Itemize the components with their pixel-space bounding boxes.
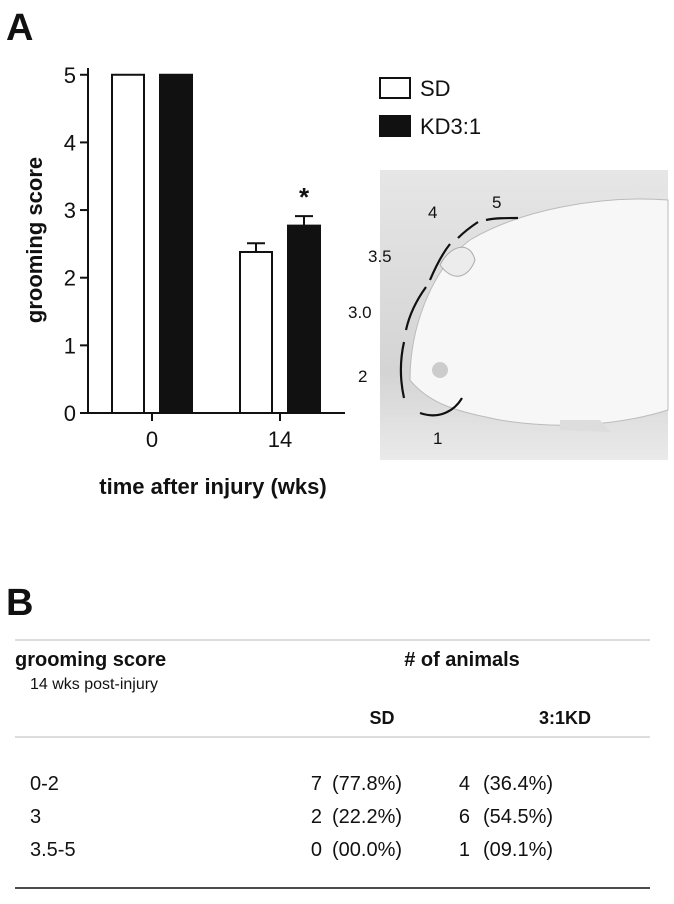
legend-swatch — [379, 115, 411, 137]
table-cell: 7 — [311, 773, 322, 795]
table-cell: 4 — [459, 773, 470, 795]
photo-label: 1 — [433, 429, 442, 448]
table-cell: 3.5-5 — [30, 839, 76, 861]
legend-label: KD3:1 — [420, 114, 481, 139]
x-tick-label: 0 — [146, 427, 158, 452]
bar — [111, 73, 145, 414]
bar — [159, 73, 193, 414]
bar-chart: 0 1 2 3 4 5 grooming score time after injury (w… — [22, 63, 481, 499]
y-tick-label: 4 — [64, 130, 76, 155]
table-header: grooming score — [15, 649, 166, 671]
table-cell: (54.5%) — [483, 806, 553, 828]
photo-label: 3.5 — [368, 247, 392, 266]
panel-label: B — [6, 582, 33, 624]
y-axis-label: grooming score — [22, 157, 47, 323]
x-tick-label: 14 — [268, 427, 292, 452]
panel-label: A — [6, 7, 33, 49]
table-cell: (22.2%) — [332, 806, 402, 828]
bar — [239, 251, 273, 414]
legend-swatch — [379, 77, 411, 99]
photo-label: 3.0 — [348, 303, 372, 322]
y-tick-label: 1 — [64, 333, 76, 358]
bar — [287, 224, 321, 414]
table-group-header: # of animals — [404, 649, 520, 671]
table-cell: 1 — [459, 839, 470, 861]
table-cell: (00.0%) — [332, 839, 402, 861]
photo: 1 2 3.0 3.5 4 5 — [348, 170, 669, 460]
table-cell: 2 — [311, 806, 322, 828]
column-header: 3:1KD — [539, 708, 591, 728]
table: grooming score 14 wks post-injury # of a… — [15, 639, 650, 889]
column-header: SD — [369, 708, 394, 728]
table-cell: 0-2 — [30, 773, 59, 795]
table-cell: 6 — [459, 806, 470, 828]
photo-label: 2 — [358, 367, 367, 386]
table-cell: (09.1%) — [483, 839, 553, 861]
table-cell: 0 — [311, 839, 322, 861]
x-axis-label: time after injury (wks) — [99, 474, 326, 499]
photo-label: 5 — [492, 193, 501, 212]
annotation: * — [299, 182, 310, 212]
table-cell: (77.8%) — [332, 773, 402, 795]
photo-label: 4 — [428, 203, 437, 222]
y-tick-label: 3 — [64, 198, 76, 223]
table-cell: 3 — [30, 806, 41, 828]
y-tick-label: 2 — [64, 266, 76, 291]
y-tick-label: 5 — [64, 63, 76, 88]
legend-label: SD — [420, 76, 451, 101]
y-tick-label: 0 — [64, 401, 76, 426]
table-subheader: 14 wks post-injury — [30, 676, 158, 693]
table-cell: (36.4%) — [483, 773, 553, 795]
